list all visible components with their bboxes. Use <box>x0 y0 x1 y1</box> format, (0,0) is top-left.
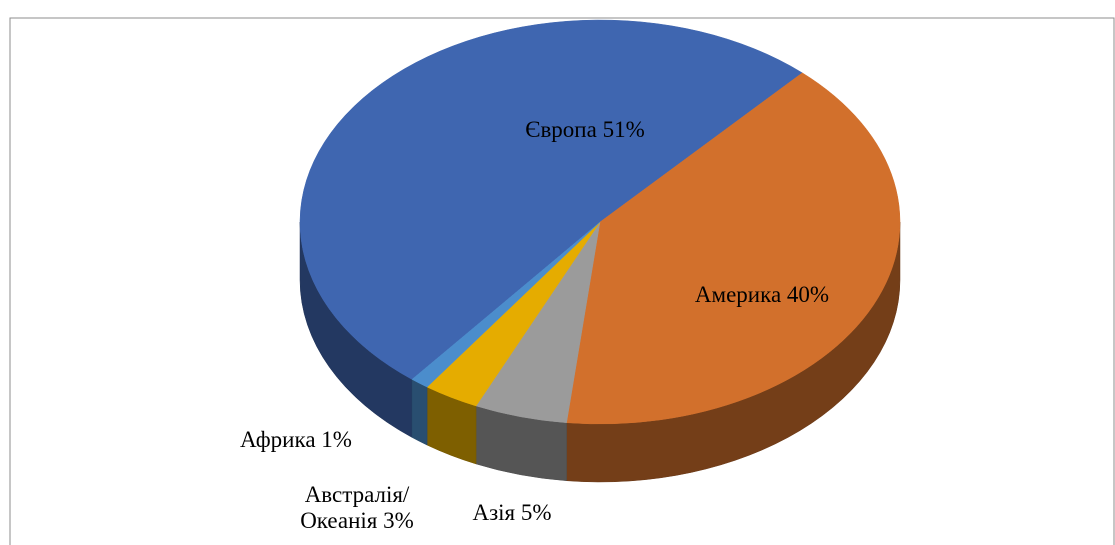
slice-label: Азія 5% <box>472 500 551 526</box>
label-name: Америка <box>694 282 782 307</box>
slice <box>299 19 803 380</box>
label-value: 5% <box>520 500 552 525</box>
label-value: 3% <box>383 508 414 533</box>
slice-label: Австралія/ Океанія 3% <box>282 482 432 534</box>
slice-label: Африка 1% <box>240 427 352 453</box>
label-value: 51% <box>602 117 645 142</box>
chart-border <box>9 17 1115 545</box>
label-value: 40% <box>786 282 830 307</box>
label-name: Європа <box>525 117 597 142</box>
label-name: Африка <box>240 427 316 452</box>
slice-label: Америка 40% <box>695 282 829 308</box>
slice-side <box>411 379 428 446</box>
label-name: Австралія/ Океанія <box>300 482 410 533</box>
pie-tops <box>299 19 901 425</box>
slice <box>566 72 901 425</box>
label-name: Азія <box>472 500 516 525</box>
slice-label: Європа 51% <box>525 117 644 143</box>
slice <box>411 221 601 388</box>
label-value: 1% <box>321 427 352 452</box>
pie-sides <box>299 221 901 483</box>
